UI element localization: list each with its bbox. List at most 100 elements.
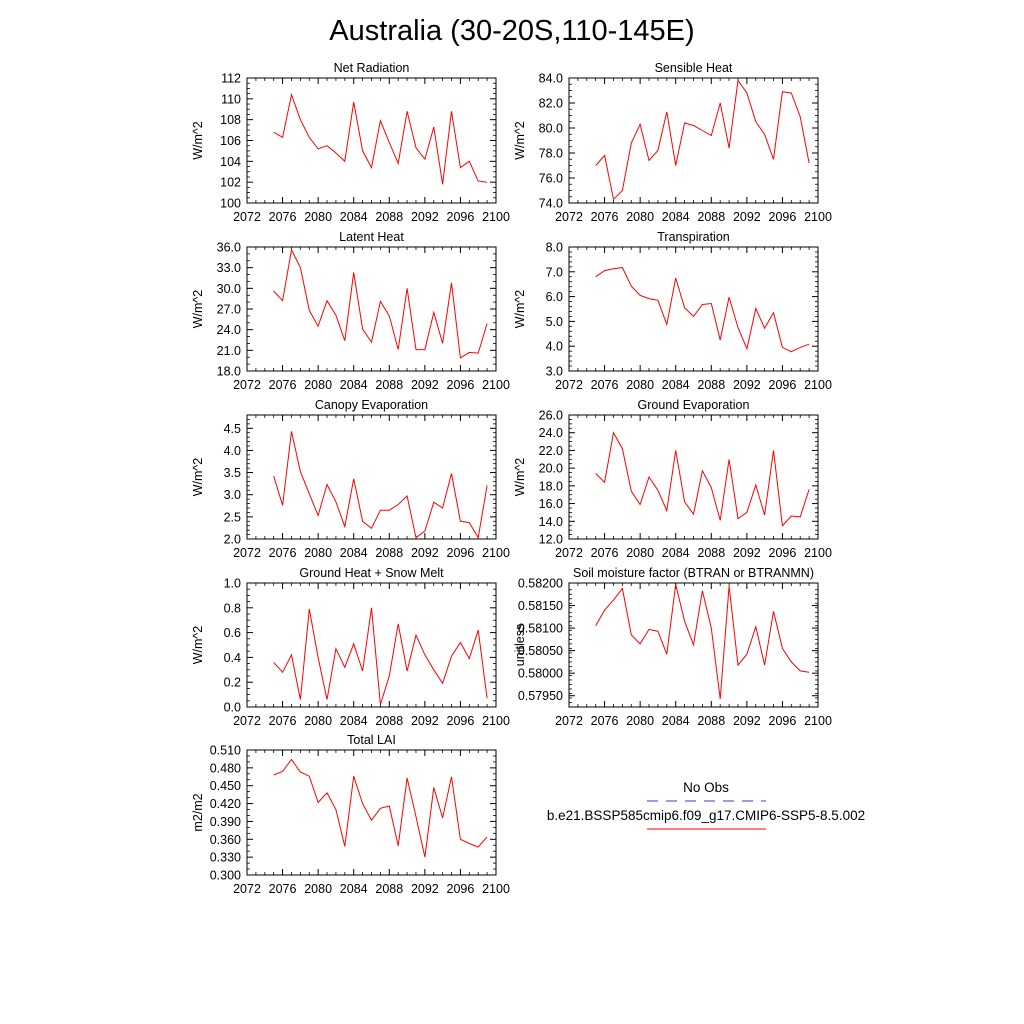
data-point <box>719 102 721 104</box>
x-tick-label: 2080 <box>626 546 654 560</box>
data-point <box>675 164 677 166</box>
data-point <box>603 269 605 271</box>
legend-obs-label: No Obs <box>683 780 729 795</box>
data-point <box>441 507 443 509</box>
data-point <box>468 657 470 659</box>
panel-title: Latent Heat <box>339 230 404 244</box>
data-point <box>630 490 632 492</box>
data-point <box>755 307 757 309</box>
x-tick-label: 2084 <box>662 546 690 560</box>
x-tick-label: 2080 <box>626 714 654 728</box>
data-point <box>290 249 292 251</box>
y-axis-label: W/m^2 <box>191 121 205 160</box>
data-point <box>335 648 337 650</box>
data-point <box>728 458 730 460</box>
data-point <box>406 777 408 779</box>
data-point <box>388 805 390 807</box>
x-tick-label: 2084 <box>340 210 368 224</box>
data-point <box>317 148 319 150</box>
y-tick-label: 14.0 <box>539 515 563 529</box>
x-tick-label: 2088 <box>697 210 725 224</box>
x-tick-label: 2072 <box>555 714 583 728</box>
x-tick-label: 2100 <box>804 378 832 392</box>
data-point <box>763 327 765 329</box>
data-point <box>353 775 355 777</box>
data-point <box>397 503 399 505</box>
x-tick-label: 2088 <box>375 210 403 224</box>
data-point <box>281 671 283 673</box>
data-point <box>397 162 399 164</box>
x-tick-label: 2076 <box>591 714 619 728</box>
data-point <box>281 300 283 302</box>
data-point <box>477 352 479 354</box>
data-point <box>361 520 363 522</box>
x-tick-label: 2072 <box>233 882 261 896</box>
data-point <box>799 346 801 348</box>
data-point <box>737 664 739 666</box>
x-tick-label: 2088 <box>697 546 725 560</box>
x-tick-label: 2092 <box>411 882 439 896</box>
y-tick-label: 0.58050 <box>518 644 563 658</box>
chart-panel: Canopy Evaporation W/m^2 2072 2076 2080 2084 2… <box>191 398 510 560</box>
x-tick-label: 2100 <box>804 210 832 224</box>
data-point <box>746 92 748 94</box>
data-point <box>406 670 408 672</box>
data-point <box>728 585 730 587</box>
data-point <box>424 158 426 160</box>
y-tick-label: 0.480 <box>210 761 241 775</box>
data-point <box>344 666 346 668</box>
data-point <box>772 312 774 314</box>
y-axis-label: m2/m2 <box>191 793 205 831</box>
data-point <box>415 348 417 350</box>
x-tick-label: 2100 <box>482 546 510 560</box>
x-tick-label: 2080 <box>626 210 654 224</box>
y-tick-label: 1.0 <box>224 577 241 591</box>
x-tick-label: 2080 <box>304 378 332 392</box>
data-point <box>299 471 301 473</box>
data-point <box>781 91 783 93</box>
data-point <box>361 802 363 804</box>
x-tick-label: 2076 <box>269 210 297 224</box>
chart-panel: Sensible Heat W/m^2 2072 2076 2080 2084 2088 20… <box>513 61 832 224</box>
data-point <box>486 322 488 324</box>
y-tick-label: 7.0 <box>546 265 563 279</box>
panels: Net Radiation W/m^2 2072 2076 2080 2084 2088 20… <box>191 61 832 896</box>
data-point <box>595 472 597 474</box>
data-point <box>361 150 363 152</box>
data-point <box>755 626 757 628</box>
data-point <box>450 472 452 474</box>
y-tick-label: 36.0 <box>217 241 241 255</box>
data-point <box>424 856 426 858</box>
data-point <box>450 655 452 657</box>
data-point <box>781 346 783 348</box>
data-point <box>326 300 328 302</box>
data-point <box>459 641 461 643</box>
data-point <box>370 166 372 168</box>
x-tick-label: 2076 <box>591 546 619 560</box>
data-point <box>441 183 443 185</box>
data-point <box>683 501 685 503</box>
y-axis-label: W/m^2 <box>191 290 205 329</box>
y-tick-label: 3.5 <box>224 466 241 480</box>
data-point <box>477 180 479 182</box>
data-point <box>701 303 703 305</box>
data-point <box>397 845 399 847</box>
x-tick-label: 2100 <box>482 378 510 392</box>
x-tick-label: 2096 <box>447 714 475 728</box>
data-point <box>290 758 292 760</box>
x-tick-label: 2084 <box>340 714 368 728</box>
data-point <box>397 623 399 625</box>
y-tick-label: 0.450 <box>210 779 241 793</box>
x-tick-label: 2092 <box>411 378 439 392</box>
y-tick-label: 0.0 <box>224 701 241 715</box>
data-point <box>763 514 765 516</box>
panel-title: Ground Heat + Snow Melt <box>299 566 444 580</box>
y-axis-label: W/m^2 <box>191 626 205 665</box>
data-point <box>639 503 641 505</box>
data-point <box>692 315 694 317</box>
x-tick-label: 2072 <box>555 378 583 392</box>
x-tick-label: 2084 <box>340 882 368 896</box>
data-point <box>317 801 319 803</box>
data-point <box>790 515 792 517</box>
data-point <box>468 351 470 353</box>
